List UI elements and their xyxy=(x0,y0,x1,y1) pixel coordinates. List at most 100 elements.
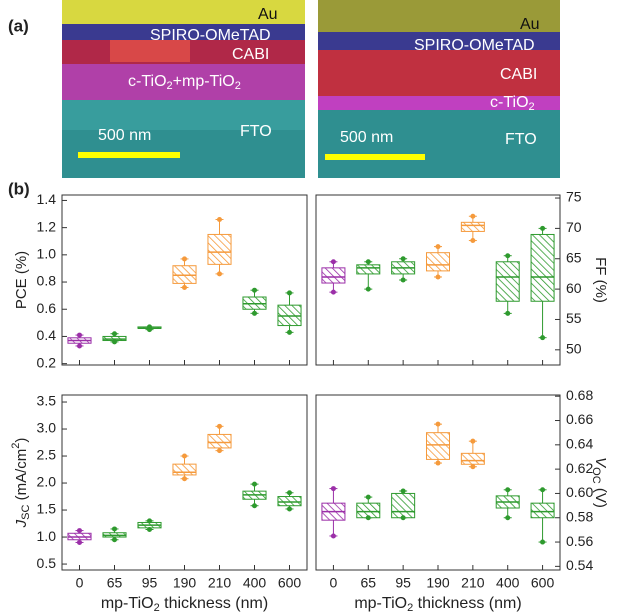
y-tick-label: 1.2 xyxy=(37,218,57,234)
layer-label: Au xyxy=(258,6,278,23)
y-tick-label: 75 xyxy=(566,189,582,205)
text-part: +mp-TiO xyxy=(173,73,235,90)
plot-frame xyxy=(315,194,561,366)
point xyxy=(540,335,546,341)
point xyxy=(470,438,476,444)
point xyxy=(330,259,336,265)
y-tick-label: 3.0 xyxy=(37,420,57,436)
point xyxy=(400,256,406,262)
text-part: 2 xyxy=(235,80,241,92)
x-tick-label: 210 xyxy=(461,575,485,591)
point xyxy=(77,528,82,534)
text-part: c-TiO xyxy=(128,73,167,90)
x-tick-label: 400 xyxy=(243,575,267,591)
y-tick-label: 0.64 xyxy=(566,436,593,452)
y-tick-label: 0.54 xyxy=(566,557,593,573)
y-axis-label: FF (%) xyxy=(592,257,609,303)
point xyxy=(147,518,152,524)
point xyxy=(505,487,511,493)
box xyxy=(172,463,197,476)
point xyxy=(505,515,511,521)
text-part: 2 xyxy=(154,602,160,612)
point xyxy=(470,213,476,219)
point xyxy=(435,244,441,250)
point xyxy=(252,287,257,293)
x-tick-label: 400 xyxy=(496,575,520,591)
plot-frame xyxy=(315,394,561,571)
text-part: 2 xyxy=(407,602,413,612)
box xyxy=(277,496,302,507)
point xyxy=(470,464,476,470)
y-tick-label: 65 xyxy=(566,249,582,265)
y-tick-label: 0.68 xyxy=(566,387,593,403)
point xyxy=(287,490,292,496)
text-part: PCE (%) xyxy=(13,251,30,309)
text-part: 2 xyxy=(10,443,22,449)
text-part: J xyxy=(13,519,30,528)
layer-label: SPIRO-OMeTAD xyxy=(150,27,271,44)
y-axis-label: VOC (V) xyxy=(590,457,609,508)
y-tick-label: 1.0 xyxy=(37,528,57,544)
box xyxy=(425,432,451,460)
point xyxy=(540,487,546,493)
y-tick-label: 70 xyxy=(566,219,582,235)
y-tick-label: 0.56 xyxy=(566,533,593,549)
point xyxy=(217,423,222,429)
point xyxy=(435,460,441,466)
text-part: (mA/cm xyxy=(13,449,30,505)
y-tick-label: 0.4 xyxy=(37,327,57,343)
box xyxy=(460,452,485,465)
layer-label: SPIRO-OMeTAD xyxy=(414,37,535,54)
y-tick-label: 1.5 xyxy=(37,501,57,517)
x-tick-label: 600 xyxy=(278,575,302,591)
point xyxy=(182,453,187,459)
x-axis-label: mp-TiO2 thickness (nm) xyxy=(101,595,268,612)
x-tick-label: 0 xyxy=(330,575,338,591)
y-tick-label: 50 xyxy=(566,341,582,357)
point xyxy=(505,253,511,259)
layer-label: Au xyxy=(520,16,540,33)
point xyxy=(217,448,222,454)
x-axis-label: mp-TiO2 thickness (nm) xyxy=(354,595,521,612)
layer-label: CABI xyxy=(500,66,537,83)
x-tick-label: 95 xyxy=(142,575,158,591)
point xyxy=(435,421,441,427)
point xyxy=(217,216,222,222)
y-axis-label: JSC (mA/cm2) xyxy=(10,438,32,529)
y-tick-label: 1.0 xyxy=(37,246,57,262)
point xyxy=(287,506,292,512)
x-tick-label: 0 xyxy=(76,575,84,591)
point xyxy=(112,526,117,532)
box xyxy=(495,261,520,302)
box xyxy=(207,233,232,265)
text-part: 2 xyxy=(167,80,173,92)
point xyxy=(112,331,117,337)
box xyxy=(530,502,555,519)
box xyxy=(356,264,381,275)
layer-label: c-TiO2 xyxy=(490,94,535,113)
point xyxy=(182,256,187,262)
point xyxy=(330,289,336,295)
panel-label: (b) xyxy=(8,179,30,198)
point xyxy=(252,481,257,487)
point xyxy=(112,339,117,345)
y-tick-label: 0.62 xyxy=(566,460,593,476)
point xyxy=(540,225,546,231)
panel-label: (a) xyxy=(8,16,29,35)
point xyxy=(365,259,371,265)
layer-label: CABI xyxy=(232,46,269,63)
box xyxy=(530,233,555,302)
y-tick-label: 1.4 xyxy=(37,191,57,207)
x-tick-label: 210 xyxy=(208,575,232,591)
point xyxy=(217,271,222,277)
y-tick-label: 0.66 xyxy=(566,411,593,427)
point xyxy=(540,539,546,545)
point xyxy=(147,324,152,330)
y-tick-label: 0.2 xyxy=(37,354,57,370)
box xyxy=(391,492,416,519)
y-tick-label: 0.6 xyxy=(37,300,57,316)
y-axis-label: PCE (%) xyxy=(13,251,30,309)
y-tick-label: 60 xyxy=(566,280,582,296)
x-tick-label: 65 xyxy=(107,575,123,591)
